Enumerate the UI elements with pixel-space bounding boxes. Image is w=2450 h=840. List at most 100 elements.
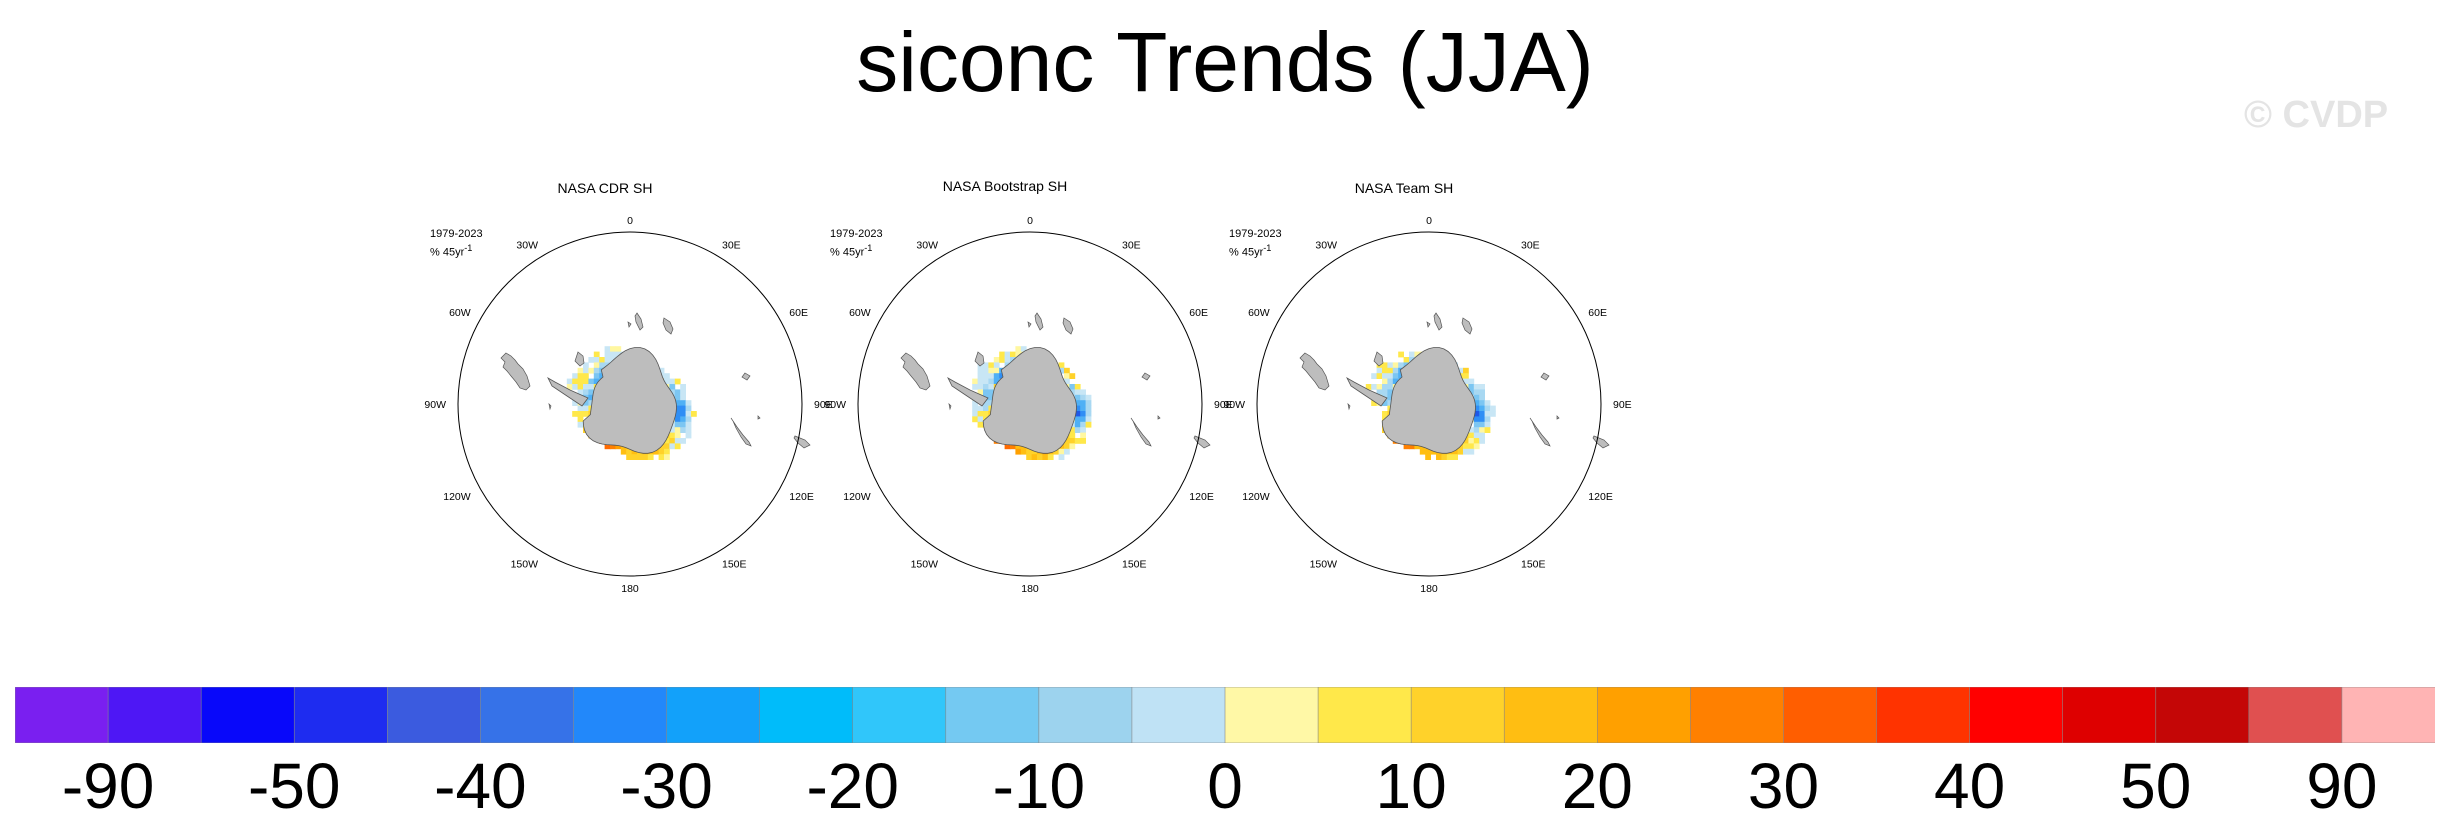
coastline-landmass [1426, 321, 1431, 328]
map-boundary-circle [1256, 231, 1602, 577]
figure-title: siconc Trends (JJA) [856, 15, 1594, 109]
units-label: % 45yr-1 [1229, 243, 1272, 259]
colorbar-swatch [200, 687, 295, 743]
coastline-landmass [974, 351, 985, 367]
coastline-landmass [730, 417, 752, 447]
colorbar-tick-label: -90 [61, 750, 155, 822]
map-boundary-circle [457, 231, 803, 577]
longitude-label: 90W [824, 399, 846, 411]
colorbar-tick-label: 20 [1561, 750, 1633, 822]
map-panel-cdr: NASA CDR SH 1979-2023 % 45yr-1 0 30E 60E 90… [424, 170, 833, 595]
longitude-label: 30W [516, 240, 538, 252]
period-label: 1979-2023 [430, 228, 483, 240]
map-panel-bootstrap: NASA Bootstrap SH 1979-2023 % 45yr-1 0 30… [824, 170, 1233, 595]
period-label: 1979-2023 [830, 228, 883, 240]
coastline-landmass [1130, 417, 1152, 447]
longitude-label: 150E [722, 558, 747, 570]
colorbar-swatch [945, 687, 1040, 743]
longitude-label: 30E [1521, 240, 1540, 252]
coastline-landmass [1433, 312, 1443, 331]
colorbar-swatch [1876, 687, 1971, 743]
coastline-landmass [900, 352, 931, 391]
coastline-landmass [1373, 351, 1384, 367]
longitude-label: 0 [1027, 215, 1033, 227]
coastline-landmass [1556, 415, 1560, 420]
panel-title: NASA Bootstrap SH [942, 178, 1068, 194]
longitude-label: 30W [1315, 240, 1337, 252]
longitude-label: 30W [916, 240, 938, 252]
longitude-label: 60W [849, 307, 871, 319]
colorbar-tick-label: 0 [1207, 750, 1243, 822]
longitude-label: 150W [511, 558, 539, 570]
map-panel-team: NASA Team SH 1979-2023 % 45yr-1 0 30E 60E 9… [1223, 170, 1631, 595]
coastline-landmass [1299, 352, 1330, 391]
colorbar-swatch [1038, 687, 1133, 743]
antarctica-landmass [1381, 347, 1476, 454]
colorbar-swatch [1410, 687, 1505, 743]
colorbar-tick-label: -30 [620, 750, 713, 822]
colorbar-tick-label: 40 [1934, 750, 2006, 822]
colorbar-tick-label: -20 [806, 750, 899, 822]
coastline-landmass [1157, 415, 1161, 420]
coastline-landmass [574, 351, 585, 367]
longitude-label: 150W [1310, 558, 1338, 570]
colorbar-tick-label: -10 [992, 750, 1086, 822]
colorbar-tick-label: -50 [247, 750, 341, 822]
longitude-label: 90E [814, 399, 833, 411]
colorbar-swatch [293, 687, 388, 743]
colorbar-swatch [387, 687, 481, 743]
longitude-label: 120W [843, 491, 871, 503]
colorbar-swatch [2248, 687, 2343, 743]
colorbar-swatch [666, 687, 761, 743]
longitude-label: 90W [1223, 399, 1245, 411]
map-boundary-circle [857, 231, 1203, 577]
colorbar-tick-label: 10 [1375, 750, 1447, 822]
colorbar-swatch [1317, 687, 1412, 743]
longitude-label: 60E [1189, 307, 1208, 319]
units-label: % 45yr-1 [830, 243, 873, 259]
coastline-landmass [1141, 372, 1151, 381]
coastline-landmass [1347, 402, 1351, 411]
polar-map: 0 30E 60E 90E 120E 150E 180 150W 120W 90W 60W 30W [424, 215, 833, 595]
polar-map: 0 30E 60E 90E 120E 150E 180 150W 120W 90W 60W 30W [1223, 215, 1631, 595]
antarctica-landmass [982, 347, 1077, 454]
longitude-label: 120W [443, 491, 471, 503]
coastline-landmass [1461, 317, 1473, 335]
units-label: % 45yr-1 [430, 243, 473, 259]
coastline-landmass [1034, 312, 1044, 331]
longitude-label: 30E [1122, 240, 1141, 252]
longitude-label: 180 [621, 583, 639, 595]
longitude-label: 60W [1248, 307, 1270, 319]
coastline-landmass [627, 321, 632, 328]
colorbar-swatch [2341, 687, 2435, 743]
colorbar-swatch [1783, 687, 1878, 743]
coastline-landmass [500, 352, 531, 391]
colorbar-tick-label: -40 [434, 750, 527, 822]
longitude-label: 180 [1021, 583, 1039, 595]
coastline-landmass [741, 372, 751, 381]
longitude-label: 120E [1588, 491, 1613, 503]
longitude-label: 0 [627, 215, 633, 227]
coastline-landmass [548, 402, 552, 411]
antarctic-peninsula [547, 376, 589, 407]
coastline-landmass [948, 402, 952, 411]
antarctic-peninsula [947, 376, 989, 407]
longitude-label: 0 [1426, 215, 1432, 227]
antarctica-landmass [582, 347, 677, 454]
colorbar-swatch [852, 687, 947, 743]
colorbar-swatch [2155, 687, 2250, 743]
longitude-label: 90E [1214, 399, 1233, 411]
longitude-label: 120E [1189, 491, 1214, 503]
colorbar-tick-label: 90 [2306, 750, 2378, 822]
longitude-label: 120E [789, 491, 814, 503]
coastline-landmass [1027, 321, 1032, 328]
coastline-landmass [662, 317, 674, 335]
colorbar-swatch [1131, 687, 1226, 743]
colorbar-tick-label: 50 [2120, 750, 2192, 822]
longitude-label: 60E [789, 307, 808, 319]
coastline-landmass [1062, 317, 1074, 335]
colorbar-swatch [573, 687, 668, 743]
panel-title: NASA CDR SH [557, 180, 653, 196]
cvdp-watermark: © CVDP [2244, 94, 2389, 136]
coastline-landmass [634, 312, 644, 331]
